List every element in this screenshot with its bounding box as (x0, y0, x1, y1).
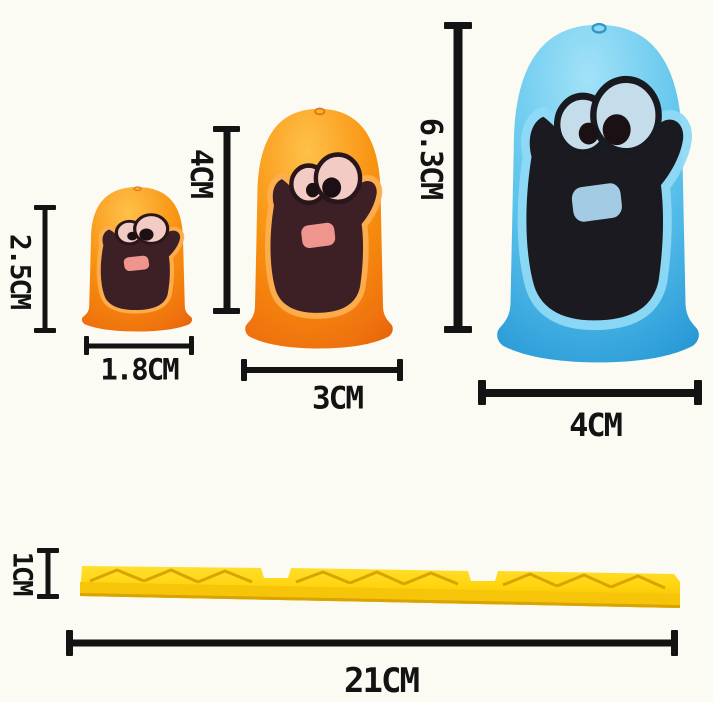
tongue (301, 222, 336, 249)
track-piece (80, 566, 680, 608)
pupil-right (322, 177, 342, 198)
height-label-small-toy: 2.5CM (4, 233, 37, 309)
tongue (123, 255, 150, 271)
height-dimension-line-large-toy (444, 22, 472, 333)
width-label-small-toy: 1.8CM (100, 352, 179, 387)
track-front-face (80, 582, 680, 608)
mold-nub-icon (591, 22, 607, 34)
height-dimension-line-small-toy (34, 205, 56, 333)
track-bottom-edge (80, 593, 680, 608)
height-label-track: 1CM (6, 551, 38, 595)
pupil-left (127, 231, 138, 241)
pupil-left (578, 122, 599, 145)
toy-small-orange (81, 186, 193, 332)
height-dimension-line-track (37, 548, 59, 599)
width-dimension-line-medium-toy (241, 359, 403, 381)
width-label-large-toy: 4CM (569, 406, 623, 444)
width-dimension-line-large-toy (478, 380, 702, 405)
length-dimension-line-track (66, 630, 678, 656)
pupil-right (139, 228, 154, 241)
width-dimension-line-small-toy (84, 336, 194, 355)
toy-large-blue (497, 22, 699, 363)
height-dimension-line-medium-toy (213, 126, 240, 314)
mold-nub-icon (133, 186, 142, 191)
toy-face-icon (96, 213, 185, 314)
mold-nub-icon (314, 107, 326, 116)
truss-pattern (89, 568, 666, 590)
pupil-right (602, 114, 631, 146)
tongue (571, 183, 622, 222)
length-label-track: 21CM (344, 661, 420, 701)
height-label-medium-toy: 4CM (183, 148, 218, 198)
toy-face-icon (517, 75, 692, 331)
height-label-large-toy: 6.3CM (413, 117, 448, 199)
pupil-left (305, 182, 320, 198)
toy-face-icon (264, 152, 383, 319)
width-label-medium-toy: 3CM (312, 380, 364, 417)
toy-medium-orange (245, 107, 393, 349)
